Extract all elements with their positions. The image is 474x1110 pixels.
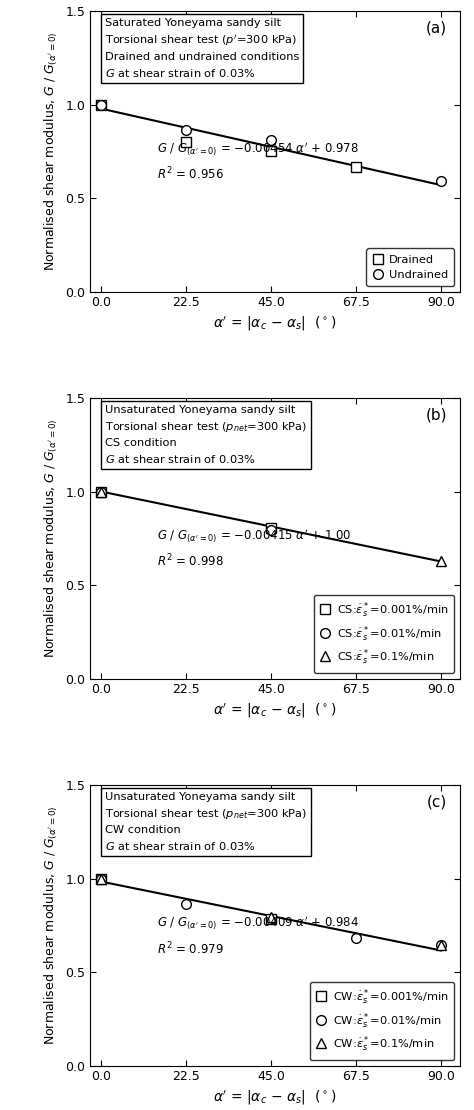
Text: (c): (c) (427, 795, 447, 810)
Legend: CW:$\dot{\varepsilon}_s^*$=0.001%/min, CW:$\dot{\varepsilon}_s^*$=0.01%/min, CW:: CW:$\dot{\varepsilon}_s^*$=0.001%/min, C… (310, 981, 454, 1060)
Legend: CS:$\dot{\varepsilon}_s^*$=0.001%/min, CS:$\dot{\varepsilon}_s^*$=0.01%/min, CS:: CS:$\dot{\varepsilon}_s^*$=0.001%/min, C… (314, 595, 454, 673)
Text: Saturated Yoneyama sandy silt
Torsional shear test ($p'$=300 kPa)
Drained and un: Saturated Yoneyama sandy silt Torsional … (105, 18, 299, 80)
Text: (a): (a) (426, 21, 447, 36)
X-axis label: $\alpha'$ = |$\alpha_c$ $-$ $\alpha_s$|  ($^\circ$): $\alpha'$ = |$\alpha_c$ $-$ $\alpha_s$| … (213, 702, 337, 720)
Text: $G$ / $G_{(\alpha'=0)}$ = $-$0.00415 $\alpha'$ + 1.00
$R^2$ = 0.998: $G$ / $G_{(\alpha'=0)}$ = $-$0.00415 $\a… (156, 527, 351, 569)
X-axis label: $\alpha'$ = |$\alpha_c$ $-$ $\alpha_s$|  ($^\circ$): $\alpha'$ = |$\alpha_c$ $-$ $\alpha_s$| … (213, 1089, 337, 1107)
Text: Unsaturated Yoneyama sandy silt
Torsional shear test ($p_{net}$=300 kPa)
CW cond: Unsaturated Yoneyama sandy silt Torsiona… (105, 793, 307, 852)
Legend: Drained, Undrained: Drained, Undrained (366, 249, 454, 286)
X-axis label: $\alpha'$ = |$\alpha_c$ $-$ $\alpha_s$|  ($^\circ$): $\alpha'$ = |$\alpha_c$ $-$ $\alpha_s$| … (213, 315, 337, 333)
Y-axis label: Normalised shear modulus, $G$ / $G_{(\alpha'=0)}$: Normalised shear modulus, $G$ / $G_{(\al… (42, 418, 60, 658)
Text: Unsaturated Yoneyama sandy silt
Torsional shear test ($p_{net}$=300 kPa)
CS cond: Unsaturated Yoneyama sandy silt Torsiona… (105, 405, 307, 465)
Text: (b): (b) (425, 408, 447, 423)
Text: $G$ / $G_{(\alpha'=0)}$ = $-$0.00454 $\alpha'$ + 0.978
$R^2$ = 0.956: $G$ / $G_{(\alpha'=0)}$ = $-$0.00454 $\a… (156, 140, 358, 183)
Y-axis label: Normalised shear modulus, $G$ / $G_{(\alpha'=0)}$: Normalised shear modulus, $G$ / $G_{(\al… (42, 806, 60, 1046)
Text: $G$ / $G_{(\alpha'=0)}$ = $-$0.00409 $\alpha'$ + 0.984
$R^2$ = 0.979: $G$ / $G_{(\alpha'=0)}$ = $-$0.00409 $\a… (156, 915, 359, 957)
Y-axis label: Normalised shear modulus, $G$ / $G_{(\alpha'=0)}$: Normalised shear modulus, $G$ / $G_{(\al… (42, 31, 60, 271)
